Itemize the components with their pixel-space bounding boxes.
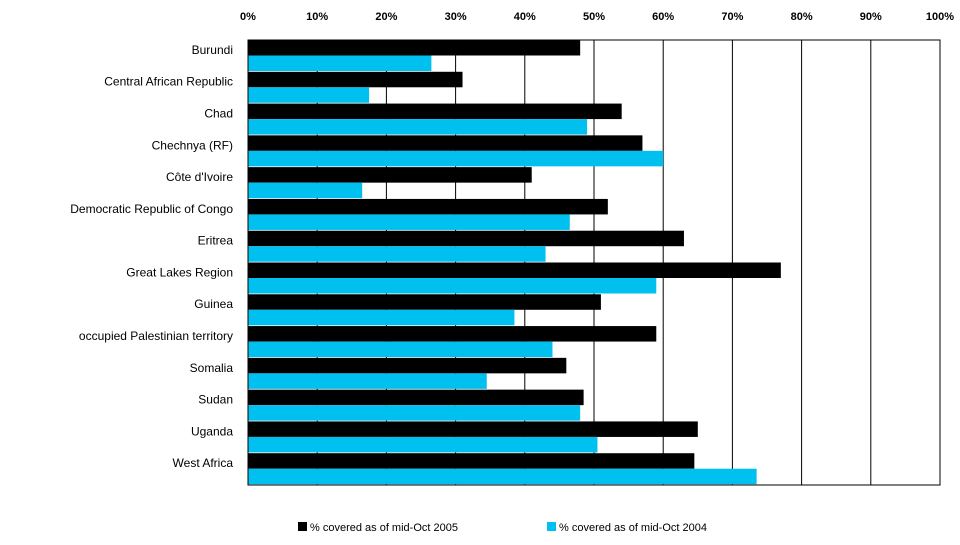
bar-series-2: [248, 246, 546, 262]
legend: % covered as of mid-Oct 2005 % covered as…: [298, 522, 707, 534]
category-label: Central African Republic: [104, 75, 233, 89]
bar-series-2: [248, 373, 487, 389]
bar-series-2: [248, 405, 581, 421]
legend-swatch: [298, 522, 307, 531]
x-tick-label: 40%: [514, 11, 536, 23]
x-tick-label: 10%: [306, 11, 328, 23]
x-tick-label: 100%: [926, 11, 954, 23]
category-label: Great Lakes Region: [126, 265, 233, 279]
bar-series-1: [248, 326, 657, 342]
bar-series-1: [248, 421, 698, 437]
bar-series-2: [248, 278, 657, 294]
bar-series-2: [248, 436, 598, 453]
bar-series-2: [248, 182, 363, 199]
x-axis-ticks: 0% 10% 20% 30% 40% 50% 60% 70% 80% 90% 100%: [240, 11, 954, 23]
category-label: Burundi: [192, 43, 233, 57]
category-label: West Africa: [173, 456, 234, 470]
bar-series-1: [248, 294, 601, 310]
x-tick-label: 20%: [375, 11, 397, 23]
bar-series-1: [248, 135, 643, 151]
bar-series-1: [248, 389, 584, 406]
bar-series-1: [248, 103, 622, 120]
bar-series-2: [248, 309, 515, 326]
category-label: occupied Palestinian territory: [79, 329, 233, 343]
bar-series-2: [248, 468, 757, 485]
bar-series-1: [248, 167, 532, 183]
category-label: Guinea: [194, 297, 233, 311]
category-label: Chad: [204, 106, 233, 120]
category-label: Uganda: [191, 424, 233, 438]
bar-series-2: [248, 87, 370, 103]
bar-series-2: [248, 341, 553, 358]
category-label: Chechnya (RF): [152, 138, 233, 152]
category-label: Sudan: [198, 393, 233, 407]
x-tick-label: 60%: [652, 11, 674, 23]
bar-series-2: [248, 55, 432, 71]
x-tick-label: 80%: [791, 11, 813, 23]
bar-series-2: [248, 119, 588, 135]
x-tick-label: 70%: [721, 11, 743, 23]
legend-swatch: [547, 522, 556, 531]
x-tick-label: 50%: [583, 11, 605, 23]
plot-frame: [247, 39, 941, 486]
bar-series-2: [248, 150, 664, 167]
x-tick-label: 0%: [240, 11, 256, 23]
bars: [248, 40, 781, 485]
category-label: Eritrea: [198, 234, 234, 248]
x-tick-label: 30%: [445, 11, 467, 23]
bar-series-1: [248, 230, 684, 247]
legend-label: % covered as of mid-Oct 2004: [559, 522, 707, 534]
category-label: Côte d'Ivoire: [166, 170, 233, 184]
legend-label: % covered as of mid-Oct 2005: [310, 522, 458, 534]
category-labels: Burundi Central African Republic Chad Chech…: [70, 43, 233, 470]
bar-series-1: [248, 198, 608, 215]
bar-series-1: [248, 262, 781, 278]
bar-series-1: [248, 40, 581, 56]
category-label: Democratic Republic of Congo: [70, 202, 233, 216]
bar-series-1: [248, 357, 567, 374]
bar-series-1: [248, 71, 463, 88]
bar-series-1: [248, 453, 695, 469]
category-label: Somalia: [190, 361, 234, 375]
x-tick-label: 90%: [860, 11, 882, 23]
bar-series-2: [248, 214, 570, 230]
